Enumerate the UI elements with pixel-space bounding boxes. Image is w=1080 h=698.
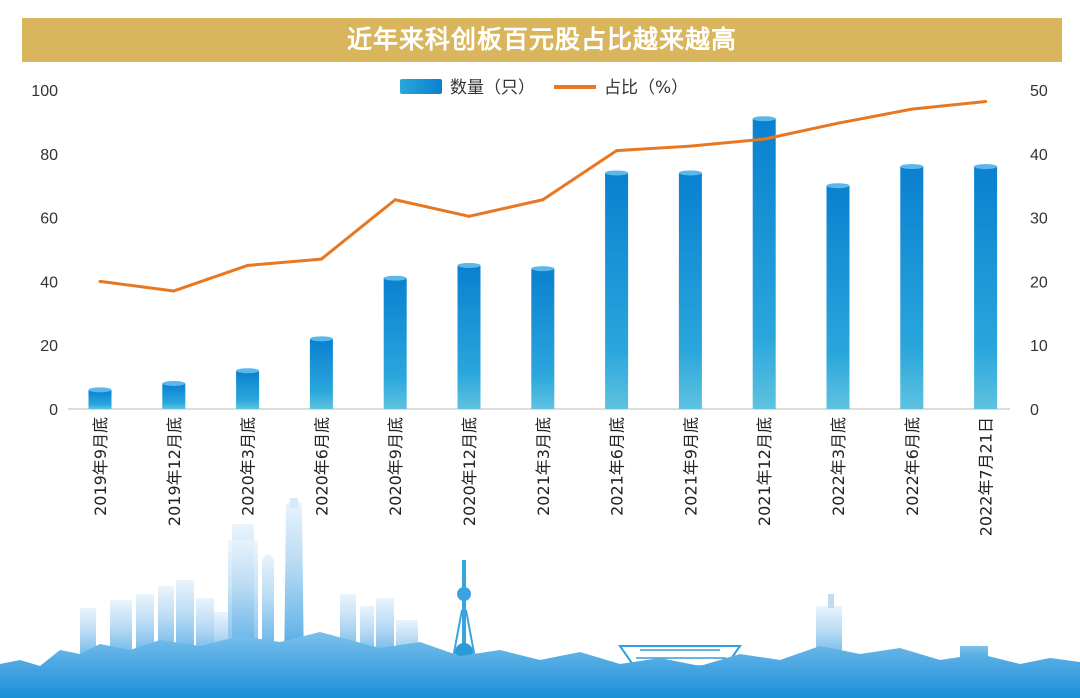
line-point [467, 214, 471, 218]
line-point [246, 263, 250, 267]
bar-body [88, 389, 112, 409]
bar [531, 266, 555, 409]
bar-body [826, 185, 850, 409]
right-tick-label: 40 [1030, 147, 1048, 164]
category-label: 2020年6月底 [312, 417, 331, 516]
line-path [99, 99, 986, 293]
bar-cap [383, 275, 407, 281]
bar-cap [826, 183, 850, 189]
bar [826, 183, 850, 409]
bar-body [752, 118, 776, 410]
line-point [910, 107, 914, 111]
category-label: 2020年9月底 [386, 417, 405, 516]
line-point [541, 198, 545, 202]
bar-body [309, 338, 333, 409]
category-label: 2021年12月底 [755, 417, 774, 526]
bar-cap [752, 116, 776, 122]
line-series [98, 99, 988, 293]
legend-bar-label: 数量（只） [450, 78, 535, 98]
category-label: 2019年9月底 [91, 417, 110, 516]
right-tick-label: 20 [1030, 274, 1048, 291]
bar-body [605, 172, 629, 409]
category-label: 2020年3月底 [239, 417, 258, 516]
city-skyline [0, 498, 1080, 698]
bar-cap [678, 170, 702, 176]
line-point [172, 289, 176, 293]
line-point [98, 279, 102, 283]
left-tick-label: 0 [49, 402, 58, 419]
bar-body [678, 172, 702, 409]
bar [162, 380, 186, 409]
bar-series [88, 116, 998, 410]
bar-body [383, 278, 407, 409]
line-point [984, 99, 988, 103]
bar [236, 368, 260, 409]
line-point [393, 198, 397, 202]
bar-cap [236, 368, 260, 374]
line-point [688, 144, 692, 148]
bar [974, 164, 998, 409]
category-labels: 2019年9月底 2019年12月底 2020年3月底 2020年6月底 2020年9月… [91, 417, 996, 536]
line-point [615, 149, 619, 153]
bar-cap [457, 262, 481, 268]
left-tick-label: 100 [31, 83, 58, 100]
right-tick-label: 50 [1030, 83, 1048, 100]
category-label: 2022年6月底 [903, 417, 922, 516]
bar-body [236, 370, 260, 409]
bar [457, 262, 481, 409]
legend: 数量（只） 占比（%） [400, 78, 688, 98]
category-label: 2022年7月21日 [977, 417, 996, 536]
left-tick-label: 40 [40, 274, 58, 291]
bar [900, 164, 924, 409]
bar-body [900, 166, 924, 409]
category-label: 2021年3月底 [534, 417, 553, 516]
right-axis: 0 10 20 30 40 50 [1030, 83, 1048, 419]
bar-cap [974, 164, 998, 170]
bar [605, 170, 629, 409]
bar-cap [531, 266, 555, 272]
bar-body [531, 268, 555, 409]
line-point [319, 257, 323, 261]
bar-cap [162, 380, 186, 386]
bar-body [974, 166, 998, 409]
left-tick-label: 80 [40, 147, 58, 164]
right-tick-label: 10 [1030, 338, 1048, 355]
category-label: 2019年12月底 [165, 417, 184, 526]
right-tick-label: 0 [1030, 402, 1039, 419]
bar-body [457, 265, 481, 409]
category-label: 2021年6月底 [608, 417, 627, 516]
category-label: 2020年12月底 [460, 417, 479, 526]
chart-title: 近年来科创板百元股占比越来越高 [346, 25, 737, 54]
bar-cap [309, 336, 333, 342]
category-label: 2021年9月底 [681, 417, 700, 516]
legend-line-label: 占比（%） [604, 78, 688, 98]
line-point [762, 137, 766, 141]
bar [678, 170, 702, 409]
bar-cap [605, 170, 629, 176]
left-tick-label: 20 [40, 338, 58, 355]
category-label: 2022年3月底 [829, 417, 848, 516]
right-tick-label: 30 [1030, 211, 1048, 228]
bar [309, 336, 333, 409]
bar-cap [88, 387, 112, 393]
line-point [836, 121, 840, 125]
legend-bar-swatch [400, 79, 442, 94]
left-tick-label: 60 [40, 211, 58, 228]
left-axis: 0 20 40 60 80 100 [31, 83, 58, 419]
title-banner: 近年来科创板百元股占比越来越高 [22, 18, 1062, 62]
bar [383, 275, 407, 409]
bar [88, 387, 112, 409]
bar-body [162, 383, 186, 409]
bar [752, 116, 776, 410]
bar-cap [900, 164, 924, 170]
